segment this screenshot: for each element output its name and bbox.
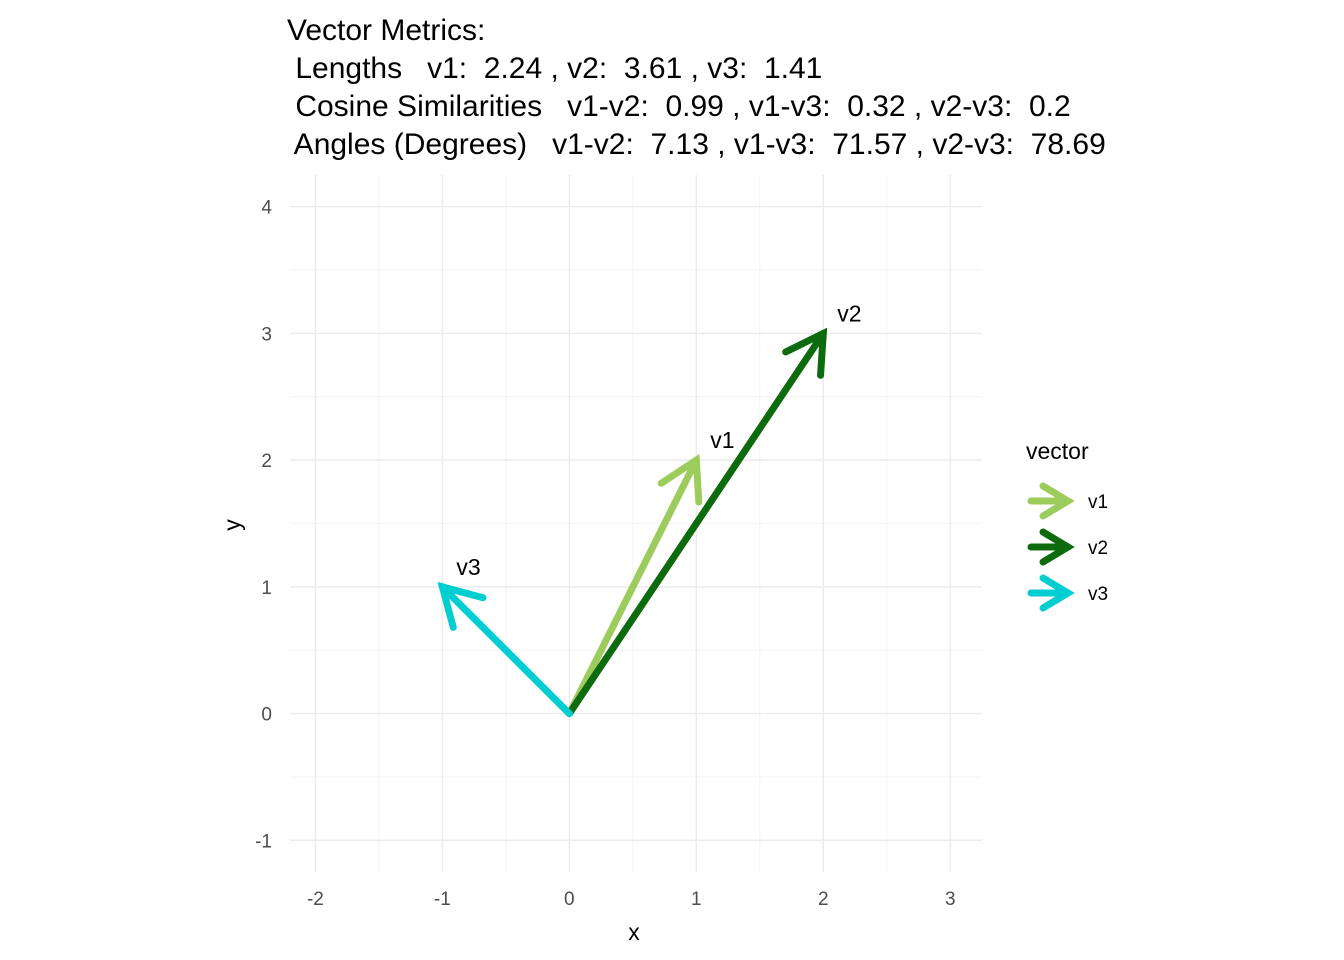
vector-shaft xyxy=(438,583,573,718)
x-axis-title: x xyxy=(628,919,640,945)
vector-label: v1 xyxy=(710,427,734,453)
title-line-4: Angles (Degrees) v1-v2: 7.13 , v1-v3: 71… xyxy=(287,128,1106,161)
legend-key-arrowhead xyxy=(1039,528,1075,566)
x-tick-label: 0 xyxy=(564,889,575,910)
y-tick-label: 1 xyxy=(261,578,272,599)
plot-grid xyxy=(290,175,982,872)
vector-arrowhead xyxy=(437,581,487,631)
vector-arrowhead xyxy=(657,453,703,506)
title-line-3: Cosine Similarities v1-v2: 0.99 , v1-v3:… xyxy=(287,90,1071,123)
legend: vector v1 v2 v3 xyxy=(1026,438,1108,612)
legend-title: vector xyxy=(1026,438,1089,464)
legend-label: v2 xyxy=(1088,538,1108,559)
legend-label: v3 xyxy=(1088,584,1108,605)
x-tick-label: 2 xyxy=(818,889,829,910)
y-axis-title: y xyxy=(219,519,245,531)
legend-label: v1 xyxy=(1088,492,1108,513)
y-tick-label: 3 xyxy=(261,324,272,345)
y-tick-label: 2 xyxy=(261,451,272,472)
y-tick-label: 4 xyxy=(261,198,272,219)
y-axis-ticks: -1 0 1 2 3 4 xyxy=(255,198,272,853)
x-tick-label: -2 xyxy=(307,889,324,910)
vector-shaft xyxy=(565,329,827,718)
vector-label: v3 xyxy=(456,554,480,580)
vector-shaft xyxy=(565,456,700,718)
x-tick-label: -1 xyxy=(434,889,451,910)
vector-v3 xyxy=(437,581,573,718)
vector-arrows xyxy=(437,327,828,718)
vector-labels: v1 v2 v3 xyxy=(456,300,861,579)
legend-key-arrowhead xyxy=(1039,482,1075,520)
legend-item-v2: v2 xyxy=(1027,528,1108,566)
x-tick-label: 1 xyxy=(691,889,702,910)
legend-key-arrowhead xyxy=(1039,574,1075,612)
vector-label: v2 xyxy=(837,300,861,326)
title-line-2: Lengths v1: 2.24 , v2: 3.61 , v3: 1.41 xyxy=(287,52,822,85)
title-line-1: Vector Metrics: xyxy=(287,14,485,47)
vector-v1 xyxy=(565,453,703,718)
legend-item-v3: v3 xyxy=(1027,574,1108,612)
legend-item-v1: v1 xyxy=(1027,482,1108,520)
x-axis-ticks: -2 -1 0 1 2 3 xyxy=(307,889,956,910)
chart-title: Vector Metrics: Lengths v1: 2.24 , v2: 3… xyxy=(287,14,1106,161)
vector-arrowhead xyxy=(782,327,828,379)
x-tick-label: 3 xyxy=(945,889,956,910)
y-tick-label: -1 xyxy=(255,831,272,852)
y-tick-label: 0 xyxy=(261,705,272,726)
vector-v2 xyxy=(565,327,828,718)
